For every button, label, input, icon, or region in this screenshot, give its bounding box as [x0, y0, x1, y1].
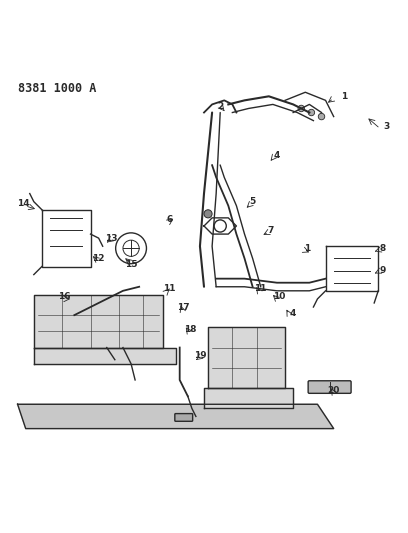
Text: 4: 4	[274, 150, 280, 159]
Polygon shape	[34, 348, 175, 364]
Text: 11: 11	[255, 284, 267, 293]
Text: 17: 17	[177, 303, 190, 311]
Text: 3: 3	[383, 122, 390, 131]
Text: 14: 14	[18, 199, 30, 208]
Text: 9: 9	[379, 266, 386, 275]
Text: 15: 15	[125, 260, 137, 269]
Text: 2: 2	[217, 102, 223, 111]
Text: 20: 20	[328, 385, 340, 394]
Text: 11: 11	[163, 284, 176, 293]
Polygon shape	[208, 327, 285, 388]
Text: 4: 4	[290, 309, 296, 318]
FancyBboxPatch shape	[308, 381, 351, 393]
Text: 5: 5	[250, 197, 256, 206]
Text: 16: 16	[58, 293, 71, 301]
FancyBboxPatch shape	[175, 414, 193, 421]
Text: 8381 1000 A: 8381 1000 A	[18, 82, 96, 95]
Text: 1: 1	[304, 244, 310, 253]
Text: 13: 13	[104, 233, 117, 243]
Text: 1: 1	[341, 92, 347, 101]
Text: 10: 10	[273, 293, 285, 301]
Polygon shape	[204, 388, 293, 408]
Text: 7: 7	[268, 225, 274, 235]
Circle shape	[204, 210, 212, 218]
Text: 12: 12	[92, 254, 105, 263]
Polygon shape	[34, 295, 164, 348]
Circle shape	[308, 109, 315, 116]
Text: 18: 18	[184, 325, 196, 334]
Circle shape	[298, 105, 304, 112]
Text: 6: 6	[166, 215, 173, 224]
Circle shape	[318, 114, 325, 120]
Text: 8: 8	[379, 244, 386, 253]
Text: 19: 19	[194, 351, 206, 360]
Polygon shape	[18, 404, 334, 429]
